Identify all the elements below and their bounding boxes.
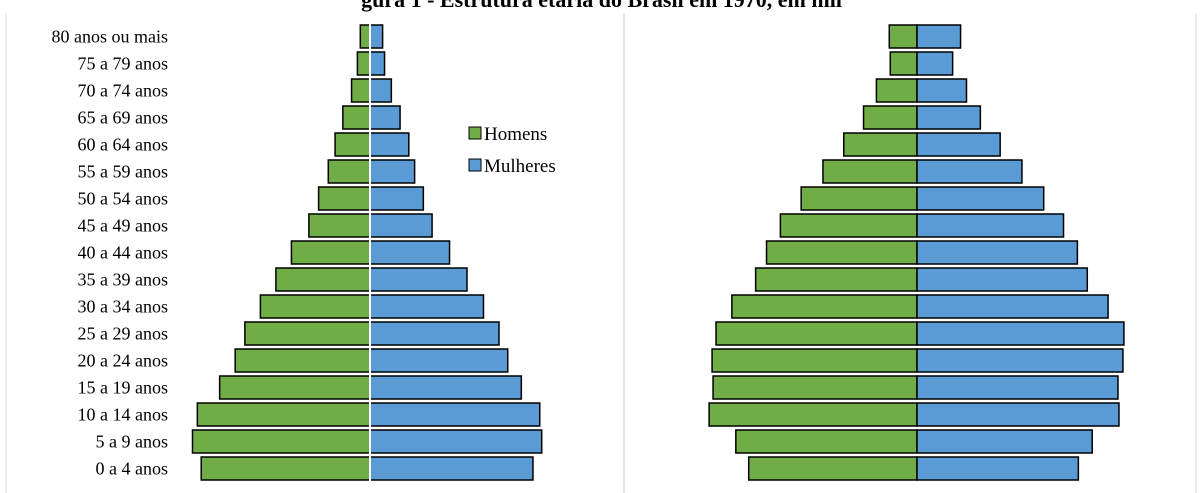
bar-homens bbox=[350, 78, 371, 103]
bar-homens bbox=[359, 24, 371, 49]
category-label: 45 a 49 anos bbox=[78, 216, 168, 236]
bar-mulheres bbox=[916, 24, 962, 49]
bar-homens bbox=[334, 132, 371, 157]
bar-mulheres bbox=[916, 186, 1045, 211]
bar-mulheres bbox=[369, 375, 523, 400]
bar-mulheres bbox=[369, 429, 543, 454]
bar-mulheres bbox=[369, 240, 451, 265]
bar-mulheres bbox=[369, 213, 433, 238]
bar-homens bbox=[342, 105, 371, 130]
category-label: 10 a 14 anos bbox=[78, 405, 168, 425]
bar-mulheres bbox=[369, 24, 384, 49]
category-label: 15 a 19 anos bbox=[78, 378, 168, 398]
category-label: 60 a 64 anos bbox=[78, 135, 168, 155]
bar-homens bbox=[822, 159, 918, 184]
bar-homens bbox=[731, 294, 918, 319]
bar-mulheres bbox=[369, 348, 509, 373]
category-label: 20 a 24 anos bbox=[78, 351, 168, 371]
category-label: 0 a 4 anos bbox=[96, 459, 168, 479]
bar-mulheres bbox=[916, 240, 1079, 265]
bar-mulheres bbox=[916, 105, 982, 130]
category-label: 70 a 74 anos bbox=[78, 81, 168, 101]
bar-homens bbox=[735, 429, 918, 454]
bar-homens bbox=[800, 186, 918, 211]
bar-mulheres bbox=[916, 348, 1124, 373]
bar-homens bbox=[754, 267, 918, 292]
bar-homens bbox=[842, 132, 918, 157]
bar-mulheres bbox=[369, 132, 410, 157]
bar-mulheres bbox=[916, 51, 954, 76]
bar-mulheres bbox=[916, 78, 968, 103]
bar-homens bbox=[715, 321, 918, 346]
bar-homens bbox=[317, 186, 371, 211]
bar-mulheres bbox=[916, 132, 1001, 157]
bar-mulheres bbox=[916, 294, 1109, 319]
bar-homens bbox=[889, 51, 918, 76]
bar-homens bbox=[244, 321, 371, 346]
bar-homens bbox=[259, 294, 371, 319]
bar-homens bbox=[290, 240, 371, 265]
bar-homens bbox=[191, 429, 371, 454]
bar-homens bbox=[356, 51, 371, 76]
bar-mulheres bbox=[916, 213, 1065, 238]
bar-homens bbox=[327, 159, 371, 184]
bar-mulheres bbox=[369, 321, 500, 346]
pyramid-1-bars bbox=[191, 23, 543, 490]
bar-mulheres bbox=[369, 267, 468, 292]
bar-homens bbox=[712, 375, 918, 400]
bar-mulheres bbox=[916, 267, 1089, 292]
bar-homens bbox=[196, 402, 371, 427]
bar-homens bbox=[308, 213, 371, 238]
bar-homens bbox=[200, 456, 371, 481]
bar-homens bbox=[888, 24, 918, 49]
bar-mulheres bbox=[369, 456, 534, 481]
bar-homens bbox=[875, 78, 918, 103]
category-label: 35 a 39 anos bbox=[78, 270, 168, 290]
bar-homens bbox=[711, 348, 918, 373]
bar-mulheres bbox=[916, 375, 1119, 400]
category-label: 65 a 69 anos bbox=[78, 108, 168, 128]
bar-homens bbox=[862, 105, 918, 130]
bar-homens bbox=[275, 267, 371, 292]
bar-homens bbox=[234, 348, 371, 373]
category-label: 40 a 44 anos bbox=[78, 243, 168, 263]
bar-mulheres bbox=[369, 186, 425, 211]
bar-mulheres bbox=[369, 402, 541, 427]
bar-homens bbox=[747, 456, 918, 481]
legend-label-homens: Homens bbox=[484, 124, 547, 145]
bar-mulheres bbox=[369, 105, 401, 130]
pyramid-2-bars bbox=[708, 24, 1125, 481]
bar-mulheres bbox=[916, 402, 1120, 427]
category-axis-labels: 0 a 4 anos 5 a 9 anos 10 a 14 anos 15 a 19 … bbox=[52, 27, 169, 479]
category-label: 25 a 29 anos bbox=[78, 324, 168, 344]
bar-homens bbox=[708, 402, 918, 427]
category-label: 50 a 54 anos bbox=[78, 189, 168, 209]
legend-swatch-mulheres bbox=[468, 158, 482, 172]
category-label: 55 a 59 anos bbox=[78, 162, 168, 182]
bar-mulheres bbox=[369, 51, 386, 76]
category-label: 80 anos ou mais bbox=[52, 27, 169, 47]
bar-mulheres bbox=[916, 456, 1080, 481]
figure-title: gura 1 - Estrutura etária do Brasil em 1… bbox=[0, 0, 1203, 12]
category-label: 30 a 34 anos bbox=[78, 297, 168, 317]
bar-mulheres bbox=[916, 159, 1023, 184]
bar-mulheres bbox=[369, 159, 416, 184]
legend-swatch-homens bbox=[468, 126, 482, 140]
bar-mulheres bbox=[369, 294, 485, 319]
category-label: 75 a 79 anos bbox=[78, 54, 168, 74]
bar-homens bbox=[218, 375, 371, 400]
bar-mulheres bbox=[916, 321, 1125, 346]
bar-homens bbox=[765, 240, 918, 265]
category-label: 5 a 9 anos bbox=[96, 432, 168, 452]
bar-mulheres bbox=[369, 78, 393, 103]
bar-homens bbox=[779, 213, 918, 238]
legend: Homens Mulheres bbox=[468, 124, 556, 177]
bar-mulheres bbox=[916, 429, 1093, 454]
legend-label-mulheres: Mulheres bbox=[484, 156, 556, 177]
